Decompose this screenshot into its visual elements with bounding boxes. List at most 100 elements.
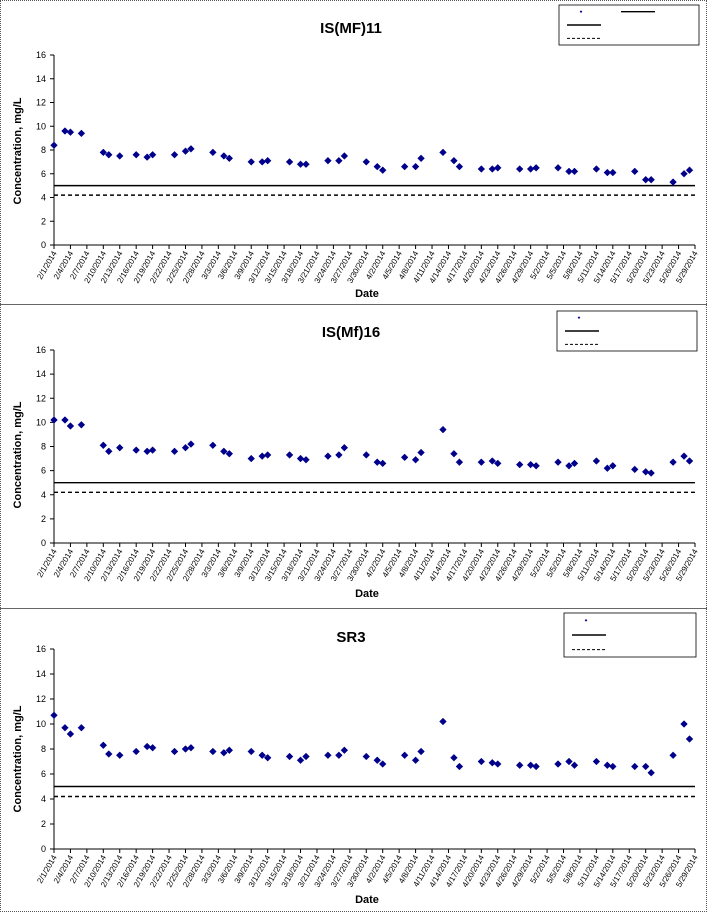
data-point xyxy=(105,447,113,456)
data-point xyxy=(411,456,420,464)
chart-svg-3: SR3 Date Concentration, mg/L 0 2 4 6 8 10 12 14… xyxy=(12,612,700,906)
y-tick-label: 16 xyxy=(36,644,46,654)
y-tick-label: 6 xyxy=(41,169,46,179)
y-tick-label: 14 xyxy=(36,369,46,379)
data-point xyxy=(647,469,655,477)
y-tick-label: 10 xyxy=(36,121,46,131)
y-tick-label: 2 xyxy=(41,514,46,524)
data-point xyxy=(258,158,266,166)
data-point xyxy=(630,762,639,771)
chart-panel-1: IS(MF)11 Date Concentration, mg/L 0 2 4 6 8 1… xyxy=(1,1,705,303)
y-tick-label: 8 xyxy=(41,145,46,155)
data-point xyxy=(61,127,69,135)
data-point xyxy=(225,746,234,755)
data-point xyxy=(115,443,124,452)
data-point xyxy=(609,168,617,177)
data-point xyxy=(411,162,420,171)
data-point xyxy=(285,752,294,761)
data-point xyxy=(417,448,425,457)
panel-divider xyxy=(0,304,707,305)
legend xyxy=(563,612,697,658)
data-point xyxy=(565,757,573,766)
data-point xyxy=(417,747,425,756)
chart-svg-2: IS(Mf)16 Date Concentration, mg/L 0 2 4 6 8 1… xyxy=(12,310,700,600)
y-tick-label: 8 xyxy=(41,442,46,452)
data-point xyxy=(105,150,113,159)
y-tick-label: 4 xyxy=(41,193,46,203)
data-point xyxy=(225,449,234,458)
y-axis-label: Concentration, mg/L xyxy=(12,401,24,508)
data-point xyxy=(570,167,579,176)
y-tick-label: 12 xyxy=(36,393,46,403)
data-point xyxy=(105,750,113,758)
data-point xyxy=(554,760,562,768)
data-point xyxy=(400,453,409,462)
data-point xyxy=(181,443,190,452)
y-tick-label: 10 xyxy=(36,719,46,729)
data-point xyxy=(220,152,228,160)
data-point xyxy=(77,723,86,732)
x-axis-label: Date xyxy=(355,588,379,600)
data-point xyxy=(335,451,343,459)
data-point xyxy=(565,462,573,470)
data-point xyxy=(647,175,655,184)
chart-panel-2: IS(Mf)16 Date Concentration, mg/L 0 2 4 6 8 1… xyxy=(1,305,705,607)
data-point xyxy=(132,150,140,159)
plot-area: 02468101214162/1/20142/4/20142/7/20142/1… xyxy=(35,345,700,583)
data-point xyxy=(439,717,447,726)
data-point xyxy=(669,178,677,186)
data-point xyxy=(50,711,58,720)
data-point xyxy=(99,741,108,750)
data-point xyxy=(324,751,332,760)
data-point xyxy=(335,156,343,165)
y-tick-label: 8 xyxy=(41,744,46,754)
y-tick-label: 6 xyxy=(41,466,46,476)
data-point xyxy=(532,762,540,771)
y-tick-label: 14 xyxy=(36,669,46,679)
y-tick-label: 16 xyxy=(36,50,46,60)
data-point xyxy=(61,723,69,732)
data-point xyxy=(532,164,540,172)
data-point xyxy=(378,166,387,174)
data-point xyxy=(680,169,688,178)
data-point xyxy=(455,162,464,171)
data-point xyxy=(340,746,349,755)
chart-title: SR3 xyxy=(336,629,365,646)
y-axis-label: Concentration, mg/L xyxy=(12,97,24,204)
data-point xyxy=(411,756,420,765)
data-point xyxy=(685,457,694,465)
data-point xyxy=(526,761,535,770)
y-tick-label: 14 xyxy=(36,74,46,84)
legend-marker xyxy=(577,316,581,319)
panel-divider xyxy=(0,608,707,609)
data-point xyxy=(641,468,650,476)
y-tick-label: 0 xyxy=(41,538,46,548)
data-point xyxy=(685,166,694,174)
y-tick-label: 4 xyxy=(41,794,46,804)
y-tick-label: 2 xyxy=(41,216,46,226)
data-point xyxy=(209,441,217,450)
data-point xyxy=(554,458,562,466)
data-point xyxy=(143,742,151,751)
data-point xyxy=(554,164,562,172)
data-point xyxy=(66,730,75,738)
data-point xyxy=(99,148,108,157)
data-point xyxy=(450,156,458,165)
data-point xyxy=(685,735,694,743)
data-point xyxy=(115,152,124,160)
data-point xyxy=(373,162,381,171)
data-point xyxy=(373,458,381,466)
legend xyxy=(556,310,698,352)
data-point xyxy=(187,743,195,752)
data-point xyxy=(66,422,75,430)
data-point xyxy=(362,752,371,761)
data-point xyxy=(526,460,535,469)
data-point xyxy=(515,165,524,173)
data-point xyxy=(50,141,58,150)
data-point xyxy=(263,156,272,165)
data-point xyxy=(400,751,409,760)
data-point xyxy=(285,451,294,459)
data-point xyxy=(669,751,677,760)
y-axis-label: Concentration, mg/L xyxy=(12,705,24,812)
data-point xyxy=(450,753,458,762)
